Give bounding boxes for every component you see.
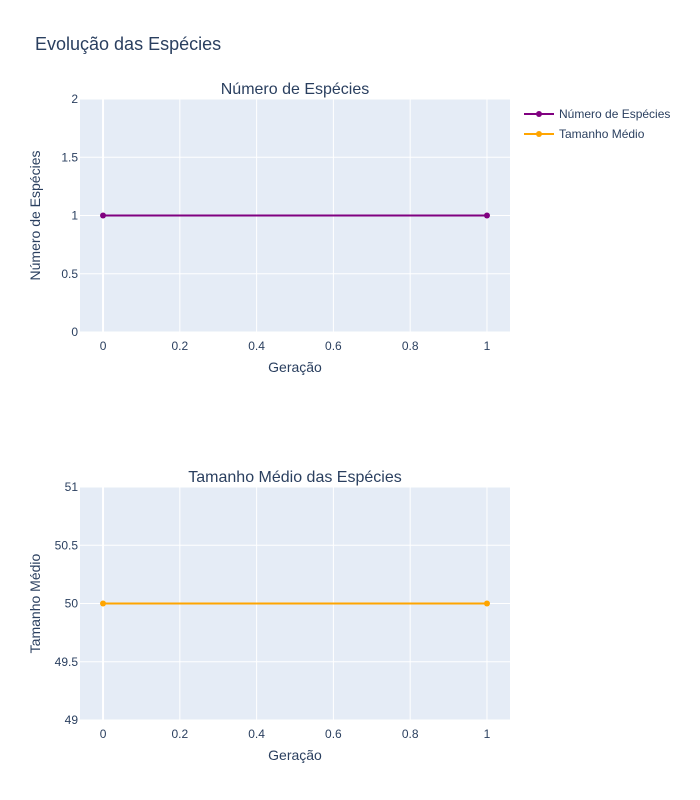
y-tick-label: 49.5	[55, 655, 79, 669]
x-axis-title: Geração	[268, 747, 322, 763]
y-axis-title: Número de Espécies	[27, 151, 43, 281]
subplot-title: Número de Espécies	[221, 81, 370, 98]
legend-label: Tamanho Médio	[559, 127, 645, 141]
y-tick-label: 50	[65, 597, 79, 611]
y-tick-label: 49	[65, 713, 79, 727]
legend-label: Número de Espécies	[559, 107, 670, 121]
data-point	[483, 212, 490, 219]
x-tick-label: 0.6	[325, 339, 342, 353]
x-tick-label: 1	[484, 339, 491, 353]
x-tick-label: 1	[484, 727, 491, 741]
legend[interactable]: Número de Espécies Tamanho Médio	[524, 107, 670, 141]
y-tick-label: 2	[71, 92, 78, 106]
x-tick-label: 0	[100, 339, 107, 353]
legend-item[interactable]: Tamanho Médio	[524, 127, 645, 141]
x-tick-label: 0.2	[171, 727, 188, 741]
y-tick-label: 51	[65, 480, 79, 494]
x-tick-label: 0.2	[171, 339, 188, 353]
y-tick-label: 1	[71, 209, 78, 223]
data-point	[483, 600, 490, 607]
y-tick-label: 1.5	[61, 150, 78, 164]
y-tick-label: 0.5	[61, 267, 78, 281]
y-axis-title: Tamanho Médio	[27, 553, 43, 653]
data-point	[100, 212, 107, 219]
data-point	[100, 600, 107, 607]
y-tick-label: 50.5	[55, 538, 79, 552]
x-tick-label: 0.8	[402, 727, 419, 741]
x-tick-label: 0.6	[325, 727, 342, 741]
x-tick-label: 0.4	[248, 339, 265, 353]
subplot-title: Tamanho Médio das Espécies	[188, 469, 401, 486]
x-tick-label: 0.8	[402, 339, 419, 353]
y-tick-label: 0	[71, 325, 78, 339]
figure-title: Evolução das Espécies	[35, 34, 221, 54]
subplot-2: 0 0.2 0.4 0.6 0.8 1 49 49.5 50 50.5 51 Tamanho Médi…	[27, 469, 510, 763]
x-tick-label: 0.4	[248, 727, 265, 741]
x-tick-label: 0	[100, 727, 107, 741]
legend-marker-icon	[536, 111, 542, 117]
legend-marker-icon	[536, 131, 542, 137]
x-axis-title: Geração	[268, 359, 322, 375]
subplot-1: 0 0.2 0.4 0.6 0.8 1 0 0.5 1 1.5 2 Número de Espécie…	[27, 81, 510, 375]
legend-item[interactable]: Número de Espécies	[524, 107, 670, 121]
subplots: 0 0.2 0.4 0.6 0.8 1 0 0.5 1 1.5 2 Número de Espécie…	[27, 81, 510, 763]
